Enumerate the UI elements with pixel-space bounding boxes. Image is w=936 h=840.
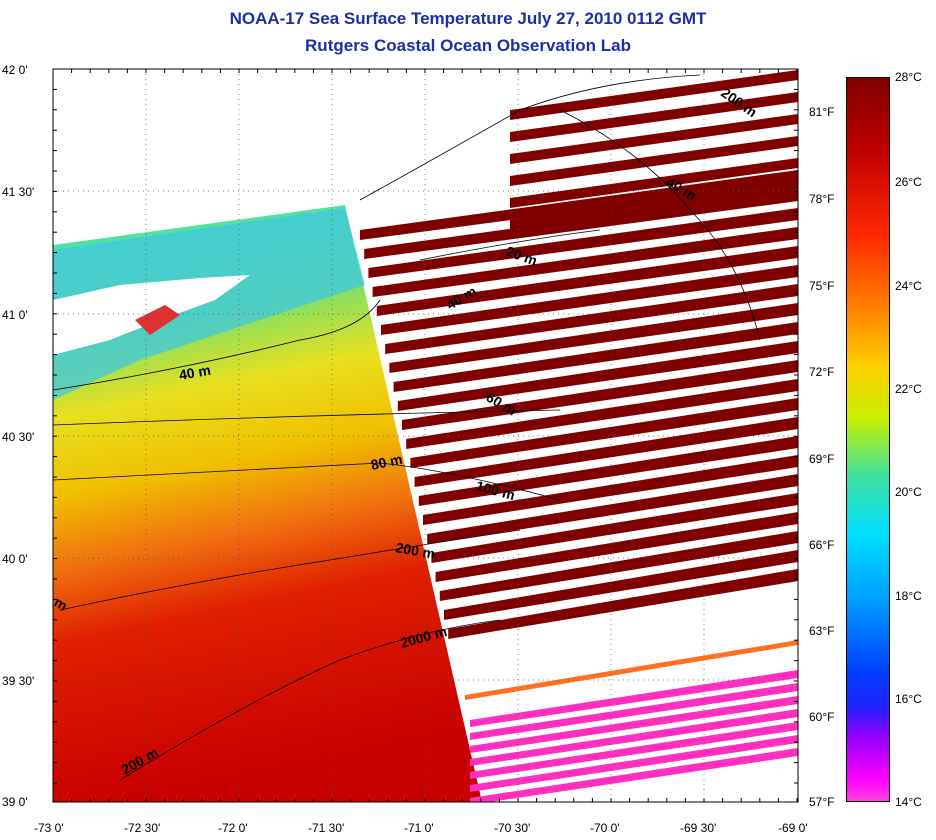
contour-line xyxy=(419,229,601,261)
latitude-label: 41 30' xyxy=(2,185,35,199)
cloud-stripe xyxy=(397,341,798,411)
cloud-stripe xyxy=(381,265,798,335)
cloud-stripe xyxy=(444,550,798,620)
depth-contours xyxy=(53,74,761,781)
depth-contour-label: 200 m xyxy=(394,539,436,562)
cloud-stripe xyxy=(402,360,798,430)
contour-line xyxy=(53,409,561,426)
cloud-stripe xyxy=(418,436,798,506)
celsius-label: 22°C xyxy=(895,382,922,396)
cloud-stripe xyxy=(510,136,798,186)
contour-line xyxy=(53,462,561,501)
cloud-stripe xyxy=(376,246,798,316)
pink-stripe xyxy=(470,722,798,779)
fahrenheit-label: 60°F xyxy=(809,710,835,724)
celsius-label: 20°C xyxy=(895,485,922,499)
longitude-label: -69 0' xyxy=(778,821,808,835)
depth-contour-label: 40 m xyxy=(178,362,212,383)
fahrenheit-label: 75°F xyxy=(809,279,835,293)
longitude-label: -72 0' xyxy=(218,821,248,835)
longitude-label: -71 30' xyxy=(308,821,345,835)
celsius-label: 18°C xyxy=(895,589,922,603)
axis-ticks xyxy=(52,68,798,802)
cloud-stripe xyxy=(510,92,798,142)
cloud-stripe xyxy=(510,158,798,208)
cloud-stripe xyxy=(427,474,798,544)
graticule xyxy=(53,69,798,802)
contour-line xyxy=(59,529,521,611)
latitude-label: 40 30' xyxy=(2,430,35,444)
fahrenheit-label: 57°F xyxy=(809,795,835,809)
cloud-stripe xyxy=(431,493,798,563)
pink-stripe xyxy=(470,670,798,727)
warm-stripe xyxy=(465,640,798,700)
longitude-label: -73 0' xyxy=(34,821,64,835)
fahrenheit-label: 63°F xyxy=(809,624,835,638)
latitude-label: 41 0' xyxy=(2,308,28,322)
cloud-mask-stripes xyxy=(360,70,798,802)
cloud-stripe xyxy=(423,455,798,525)
cloud-stripe xyxy=(510,180,798,230)
celsius-label: 26°C xyxy=(895,175,922,189)
cloud-stripe xyxy=(385,284,798,354)
contour-line xyxy=(53,299,381,391)
longitude-label: -70 30' xyxy=(494,821,531,835)
celsius-label: 16°C xyxy=(895,692,922,706)
celsius-label: 14°C xyxy=(895,795,922,809)
map-subtitle: Rutgers Coastal Ocean Observation Lab xyxy=(305,36,631,55)
fahrenheit-label: 66°F xyxy=(809,538,835,552)
latitude-label: 39 0' xyxy=(2,795,28,809)
cloud-stripe xyxy=(364,189,798,259)
fahrenheit-label: 78°F xyxy=(809,192,835,206)
latitude-label: 39 30' xyxy=(2,674,35,688)
longitude-label: -71 0' xyxy=(404,821,434,835)
cloud-stripe xyxy=(389,303,798,373)
celsius-label: 24°C xyxy=(895,279,922,293)
cloud-stripe xyxy=(393,322,798,392)
cloud-stripe xyxy=(448,569,798,639)
cloud-stripe xyxy=(510,70,798,120)
fahrenheit-label: 69°F xyxy=(809,452,835,466)
pink-stripe xyxy=(470,735,798,792)
cloud-stripe xyxy=(406,379,798,449)
fahrenheit-label: 81°F xyxy=(809,105,835,119)
longitude-label: -72 30' xyxy=(124,821,161,835)
cloud-stripe xyxy=(414,417,798,487)
depth-contour-label: 100 m xyxy=(474,477,516,503)
depth-contour-label: 40 m xyxy=(444,283,480,313)
latitude-label: 40 0' xyxy=(2,552,28,566)
cool-coastal-band xyxy=(53,208,365,400)
longitude-label: -70 0' xyxy=(590,821,620,835)
fahrenheit-label: 72°F xyxy=(809,365,835,379)
cloud-stripe xyxy=(360,170,798,240)
depth-contour-label: 80 m xyxy=(369,451,404,473)
contour-line xyxy=(559,109,761,341)
celsius-label: 28°C xyxy=(895,70,922,84)
cloud-stripe xyxy=(410,398,798,468)
pink-stripe xyxy=(470,696,798,753)
cloud-stripe xyxy=(435,512,798,582)
sst-swath xyxy=(53,205,482,802)
cloud-stripe xyxy=(510,114,798,164)
cloud-stripe xyxy=(372,227,798,297)
contour-line xyxy=(359,74,701,201)
cloud-stripe xyxy=(368,208,798,278)
pink-stripe xyxy=(470,683,798,740)
longitude-label: -69 30' xyxy=(680,821,717,835)
hot-spot xyxy=(135,305,180,335)
pink-stripe xyxy=(470,748,798,802)
temperature-colorbar xyxy=(846,77,890,802)
cloud-stripe xyxy=(439,531,798,601)
contour-line xyxy=(119,619,501,781)
pink-stripe xyxy=(470,709,798,766)
latitude-label: 42 0' xyxy=(2,63,28,77)
map-title: NOAA-17 Sea Surface Temperature July 27,… xyxy=(229,9,707,28)
